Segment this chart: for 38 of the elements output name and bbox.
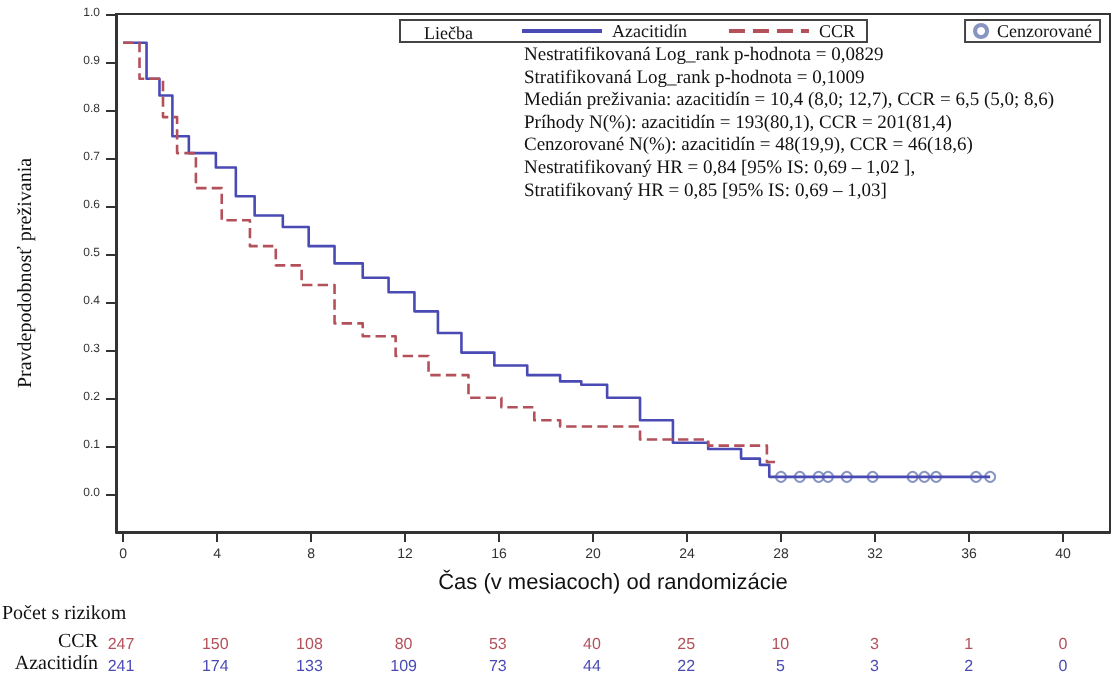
text: 174: [201, 657, 230, 675]
text: 109: [390, 657, 419, 675]
legend-label: CCR: [818, 21, 855, 41]
text: 0: [1058, 657, 1069, 675]
text: 0: [1058, 635, 1069, 653]
text: 10: [771, 635, 791, 653]
annotation: Stratifikovaný HR = 0,85 [95% IS: 0,69 – 1,03]: [524, 181, 887, 202]
text: Azacitidín: [14, 653, 98, 675]
legend-title: Liečba: [424, 23, 473, 43]
text: 53: [488, 635, 508, 653]
y-axis-title: Pravdepodobnosť preživania: [15, 156, 37, 389]
text: 150: [201, 635, 230, 653]
text: 22: [677, 657, 697, 675]
text: 133: [296, 657, 324, 675]
text: 2: [964, 657, 975, 675]
annotation: Nestratifikovaný HR = 0,84 [95% IS: 0,69 – 1,02 ],: [524, 159, 916, 179]
x-axis-title: Čas (v mesiacoch) od randomizácie: [438, 568, 788, 595]
text: CCR: [57, 631, 99, 653]
text: 73: [488, 657, 508, 675]
annotation: Cenzorované N(%): azacitidín = 48(19,9), CCR = 46(18,6): [524, 136, 973, 157]
text: 247: [107, 635, 136, 653]
text: 5: [775, 657, 786, 675]
legend-label: Cenzorované: [997, 21, 1093, 41]
text: 80: [394, 635, 414, 653]
text: Počet s rizikom: [2, 603, 127, 625]
annotation: Medián preživania: azacitidín = 10,4 (8,0; 12,7), CCR = 6,5 (5,0; 8,6): [524, 91, 1055, 112]
text: 3: [870, 657, 881, 675]
text: 241: [107, 657, 136, 675]
text: 25: [677, 635, 697, 653]
legend-label: Azacitidín: [612, 21, 688, 41]
text: 108: [296, 635, 324, 653]
annotation: Príhody N(%): azacitidín = 193(80,1), CCR = 201(81,4): [524, 113, 952, 134]
annotation: Nestratifikovaná Log_rank p-hodnota = 0,0829: [524, 46, 884, 66]
text: 40: [583, 635, 602, 653]
text: 3: [870, 635, 881, 653]
annotation: Stratifikovaná Log_rank p-hodnota = 0,1009: [524, 68, 866, 89]
text: 1: [964, 635, 975, 653]
text: 44: [583, 657, 602, 675]
